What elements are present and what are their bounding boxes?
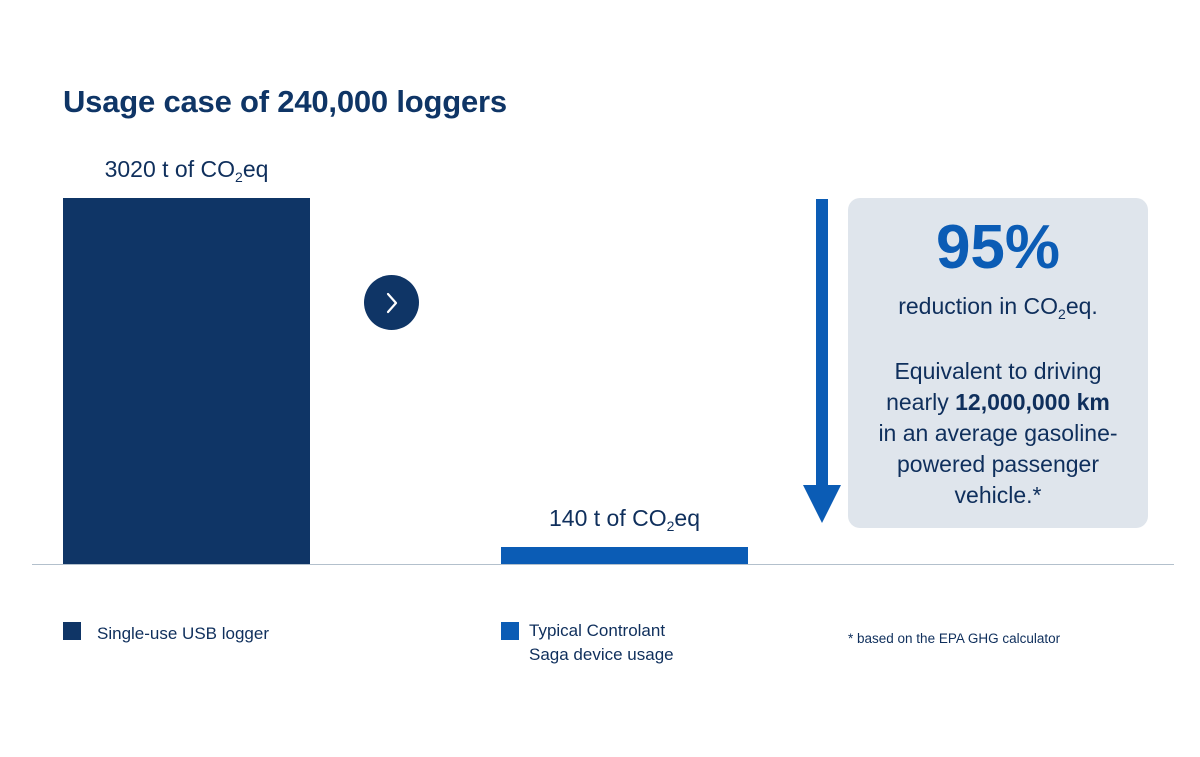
legend-swatch-saga <box>501 622 519 640</box>
legend-swatch-single-use <box>63 622 81 640</box>
data-label-saga: 140 t of CO2eq <box>548 505 700 534</box>
legend-label-single-use: Single-use USB logger <box>97 624 269 643</box>
legend-label-saga: Typical Controlant Saga device usage <box>529 621 674 664</box>
equivalence-text: Equivalent to driving nearly 12,000,000 … <box>878 358 1118 508</box>
reduction-callout: 95% reduction in CO2eq. Equivalent to dr… <box>848 198 1148 528</box>
reduction-text: reduction in CO2eq. <box>898 293 1098 322</box>
reduction-percent: 95% <box>935 213 1061 282</box>
chevron-right-icon <box>386 292 397 313</box>
chart-title: Usage case of 240,000 loggers <box>63 84 507 119</box>
data-label-single-use: 3020 t of CO2eq <box>104 156 269 185</box>
bar-single-use-usb-logger <box>63 198 310 564</box>
footnote: * based on the EPA GHG calculator <box>848 631 1061 646</box>
arrow-down-icon <box>803 199 841 523</box>
bar-controlant-saga <box>501 547 748 564</box>
x-axis-baseline <box>32 564 1174 565</box>
next-button[interactable] <box>364 275 419 330</box>
